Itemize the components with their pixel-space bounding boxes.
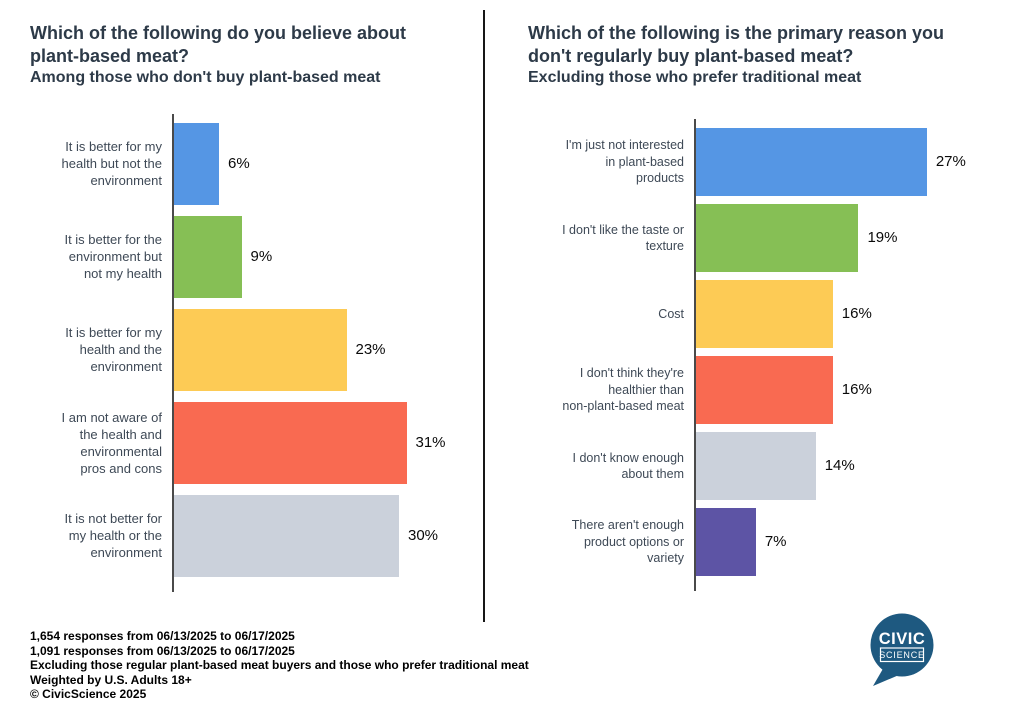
- right-chart: Which of the following is the primary re…: [528, 22, 1020, 591]
- bar-cell: 27%: [694, 127, 1020, 196]
- bar-row: I don't like the taste or texture 19%: [528, 203, 1020, 272]
- category-label: Cost: [658, 306, 684, 321]
- left-chart: Which of the following do you believe ab…: [30, 22, 480, 592]
- footnote-copyright: © CivicScience 2025: [30, 687, 147, 701]
- bar-cell: 6%: [172, 122, 480, 205]
- bar-cell: 23%: [172, 308, 480, 391]
- bar-row: I'm just not interested in plant-based p…: [528, 127, 1020, 196]
- category-label: It is better for my health but not the e…: [61, 139, 162, 189]
- category-label: I am not aware of the health and environ…: [61, 409, 162, 477]
- left-chart-subtitle: Among those who don't buy plant-based me…: [30, 69, 381, 87]
- left-chart-title: Which of the following do you believe ab…: [30, 23, 406, 67]
- bar: [174, 215, 242, 298]
- bar-cell: 19%: [694, 203, 1020, 272]
- bar-row: I don't think they're healthier than non…: [528, 355, 1020, 424]
- bar-row: It is better for my health and the envir…: [30, 308, 480, 391]
- bar-cell: 30%: [172, 494, 480, 577]
- bar: [174, 122, 219, 205]
- right-chart-bars: I'm just not interested in plant-based p…: [528, 118, 1020, 591]
- bar-cell: 16%: [694, 355, 1020, 424]
- bar-row: It is not better for my health or the en…: [30, 494, 480, 577]
- logo-word-civic: CIVIC: [879, 630, 926, 648]
- footnote-exclusion: Excluding those regular plant-based meat…: [30, 658, 529, 672]
- footnote-weighting: Weighted by U.S. Adults 18+: [30, 672, 192, 687]
- bar: [696, 355, 833, 424]
- category-label: There aren't enough product options or v…: [571, 518, 684, 565]
- category-label: It is not better for my health or the en…: [64, 511, 162, 561]
- category-label: I don't know enough about them: [572, 450, 685, 481]
- value-label: 31%: [415, 434, 446, 452]
- right-chart-subtitle: Excluding those who prefer traditional m…: [528, 69, 862, 87]
- category-label: I'm just not interested in plant-based p…: [565, 138, 684, 185]
- footnote-responses-2: 1,091 responses from 06/13/2025 to 06/17…: [30, 643, 295, 658]
- logo-word-science: SCIENCE: [879, 650, 925, 660]
- bar-row: There aren't enough product options or v…: [528, 507, 1020, 576]
- value-label: 19%: [867, 229, 898, 247]
- category-label: It is better for the environment but not…: [64, 232, 162, 282]
- category-label: I don't like the taste or texture: [562, 222, 684, 253]
- value-label: 14%: [824, 457, 855, 475]
- bar-cell: 31%: [172, 401, 480, 484]
- value-label: 6%: [228, 155, 250, 173]
- value-label: 7%: [764, 533, 787, 551]
- bar-cell: 16%: [694, 279, 1020, 348]
- civicscience-logo: CIVIC SCIENCE: [869, 613, 935, 689]
- left-chart-bars: It is better for my health but not the e…: [30, 113, 480, 592]
- value-label: 30%: [408, 527, 439, 545]
- bar: [696, 279, 833, 348]
- category-label: I don't think they're healthier than non…: [562, 366, 684, 413]
- value-label: 16%: [841, 381, 872, 399]
- footnotes: 1,654 responses from 06/13/2025 to 06/17…: [30, 629, 529, 702]
- vertical-divider: [483, 10, 485, 622]
- bar: [174, 494, 399, 577]
- footnote-responses-1: 1,654 responses from 06/13/2025 to 06/17…: [30, 629, 295, 643]
- category-label: It is better for my health and the envir…: [65, 325, 162, 375]
- bar-row: Cost 16%: [528, 279, 1020, 348]
- speech-bubble-icon: CIVIC SCIENCE: [870, 613, 934, 686]
- bar-row: It is better for the environment but not…: [30, 215, 480, 298]
- right-chart-title: Which of the following is the primary re…: [528, 23, 945, 67]
- bar-row: I don't know enough about them 14%: [528, 431, 1020, 500]
- bar: [696, 127, 927, 196]
- bar-cell: 14%: [694, 431, 1020, 500]
- bar: [696, 203, 859, 272]
- value-label: 9%: [250, 248, 273, 266]
- bar: [696, 431, 816, 500]
- bar-row: I am not aware of the health and environ…: [30, 401, 480, 484]
- bar-row: It is better for my health but not the e…: [30, 122, 480, 205]
- value-label: 27%: [935, 153, 966, 171]
- bar: [174, 401, 407, 484]
- value-label: 16%: [841, 305, 872, 323]
- value-label: 23%: [355, 341, 386, 359]
- bar: [696, 507, 756, 576]
- bar-cell: 7%: [694, 507, 1020, 576]
- bar-cell: 9%: [172, 215, 480, 298]
- bar: [174, 308, 347, 391]
